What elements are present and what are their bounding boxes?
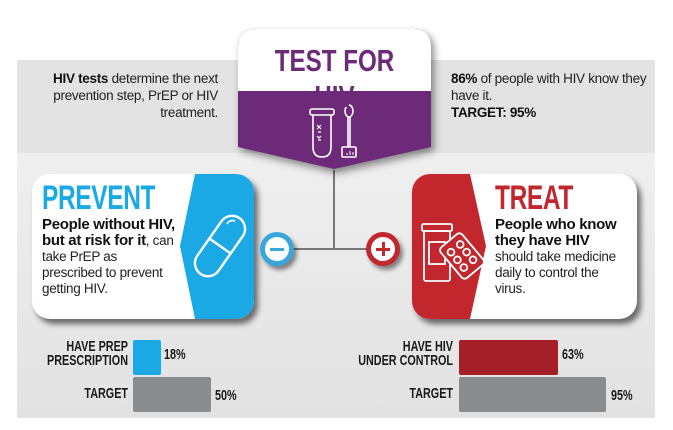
prevent-title: PREVENT [42, 179, 156, 217]
hiv-target-bar [459, 377, 606, 412]
connector-horizontal [290, 248, 380, 250]
prep-bar-value: 18% [164, 346, 186, 363]
treat-card: TREAT People who know they have HIV shou… [412, 174, 637, 319]
intro-left-text: HIV tests determine the next prevention … [40, 70, 218, 121]
prevent-text-bold: People without HIV, but at risk for it [42, 216, 175, 249]
intro-left-bold: HIV tests [53, 71, 109, 86]
intro-left-rest: determine the next prevention step, PrEP… [53, 71, 218, 120]
treat-text: People who know they have HIV should tak… [495, 217, 630, 297]
prep-label-line-2: PRESCRIPTION [46, 352, 128, 369]
test-title: TEST FOR HIV [274, 43, 395, 114]
pill-capsule-icon [193, 214, 247, 278]
prep-bar [133, 340, 161, 375]
prep-label-line-1: HAVE PREP [66, 338, 128, 355]
intro-right-text: 86% of people with HIV know they have it… [451, 70, 651, 121]
prevent-card: PREVENT People without HIV, but at risk … [32, 174, 254, 319]
hiv-control-value: 63% [562, 346, 584, 363]
intro-right-target: TARGET: 95% [451, 105, 536, 120]
minus-icon [270, 248, 284, 251]
hiv-control-bar [459, 340, 558, 375]
prevent-blue-shape [180, 174, 254, 319]
hiv-label-line-2: UNDER CONTROL [358, 352, 453, 369]
hiv-target-value: 95% [611, 387, 633, 404]
treat-text-rest: should take medicine daily to control th… [495, 249, 616, 296]
hiv-target-label: TARGET [409, 385, 453, 402]
prevent-text: People without HIV, but at risk for it, … [42, 217, 177, 297]
treat-title: TREAT [495, 179, 573, 217]
treat-red-shape [412, 174, 486, 319]
test-box-shape [238, 29, 431, 169]
test-for-hiv-box: TEST FOR HIV [238, 29, 431, 169]
prevent-text-rest: , can take PrEP as prescribed to prevent… [42, 233, 174, 296]
connector-vertical [333, 170, 335, 248]
pill-bottle-and-blister-icon [421, 223, 485, 282]
intro-right-stat: 86% [451, 71, 478, 86]
minus-circle [260, 232, 294, 266]
prep-target-value: 50% [215, 387, 237, 404]
hiv-bar-label: HAVE HIV UNDER CONTROL [339, 338, 453, 369]
test-tube-and-swab-icon [309, 104, 357, 158]
intro-right-rest: of people with HIV know they have it. [451, 71, 647, 103]
prep-target-bar [133, 377, 211, 412]
prep-bar-label: HAVE PREP PRESCRIPTION [14, 338, 128, 369]
treat-text-bold: People who know they have HIV [495, 216, 617, 249]
hiv-label-line-1: HAVE HIV [402, 338, 453, 355]
plus-circle [366, 232, 400, 266]
prep-target-label: TARGET [84, 385, 128, 402]
